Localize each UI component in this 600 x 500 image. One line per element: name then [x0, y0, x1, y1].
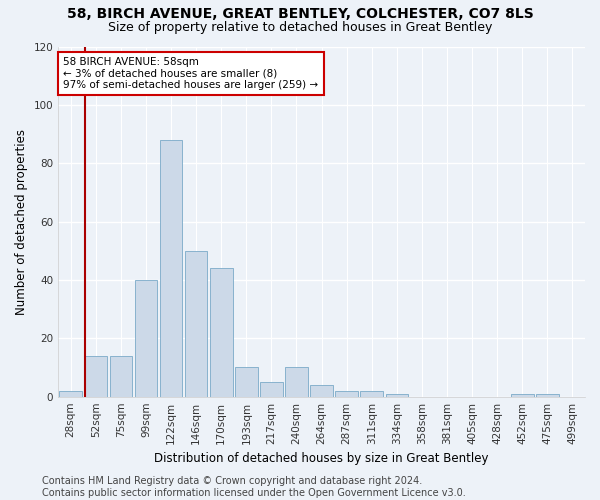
- Bar: [310, 385, 333, 396]
- Y-axis label: Number of detached properties: Number of detached properties: [15, 128, 28, 314]
- Bar: [235, 368, 257, 396]
- Text: Size of property relative to detached houses in Great Bentley: Size of property relative to detached ho…: [108, 21, 492, 34]
- Bar: [134, 280, 157, 396]
- Bar: [85, 356, 107, 397]
- Bar: [260, 382, 283, 396]
- Text: 58, BIRCH AVENUE, GREAT BENTLEY, COLCHESTER, CO7 8LS: 58, BIRCH AVENUE, GREAT BENTLEY, COLCHES…: [67, 8, 533, 22]
- X-axis label: Distribution of detached houses by size in Great Bentley: Distribution of detached houses by size …: [154, 452, 489, 465]
- Bar: [285, 368, 308, 396]
- Text: 58 BIRCH AVENUE: 58sqm
← 3% of detached houses are smaller (8)
97% of semi-detac: 58 BIRCH AVENUE: 58sqm ← 3% of detached …: [64, 57, 319, 90]
- Bar: [536, 394, 559, 396]
- Bar: [386, 394, 408, 396]
- Bar: [160, 140, 182, 396]
- Bar: [511, 394, 533, 396]
- Bar: [185, 251, 208, 396]
- Bar: [335, 391, 358, 396]
- Text: Contains HM Land Registry data © Crown copyright and database right 2024.
Contai: Contains HM Land Registry data © Crown c…: [42, 476, 466, 498]
- Bar: [110, 356, 132, 397]
- Bar: [361, 391, 383, 396]
- Bar: [210, 268, 233, 396]
- Bar: [59, 391, 82, 396]
